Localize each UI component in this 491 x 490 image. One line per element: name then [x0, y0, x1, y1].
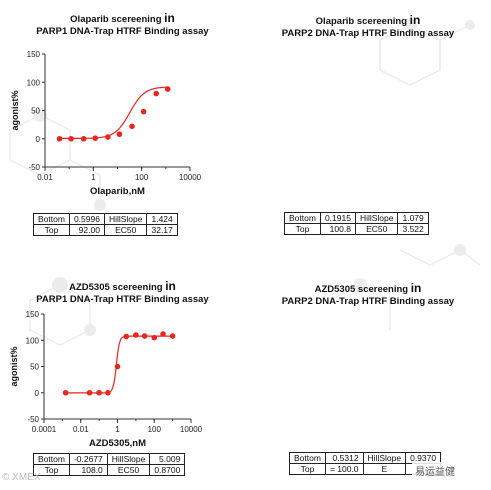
x-tick-label: 0.0001: [32, 425, 57, 434]
param-label: E: [362, 463, 407, 475]
chart-title-in: in: [165, 279, 176, 293]
chart-subtitle: PARP1 DNA-Trap HTRF Binding assay: [36, 294, 209, 305]
params-row: Bottom 0.5312 HillSlope 0.9370: [289, 452, 442, 464]
chart-subtitle: PARP1 DNA-Trap HTRF Binding assay: [36, 26, 209, 37]
y-tick-label: 0: [36, 135, 41, 144]
data-point: [96, 389, 102, 396]
param-value: 5.009: [149, 453, 186, 465]
param-value: 0.8700: [149, 464, 186, 476]
param-label: EC50: [106, 464, 151, 476]
fit-parameters-table: Bottom -0.2677 HillSlope 5.009 Top 108.0…: [33, 453, 186, 476]
dose-response-chart-parp2-azd5305: -500501001500.011100100001000000AZD5305,…: [245, 0, 491, 455]
chart-title-in: in: [164, 11, 175, 25]
chart-subtitle: PARP2 DNA-Trap HTRF Binding assay: [281, 296, 455, 307]
data-point: [129, 123, 135, 130]
chart-title-text: AZD5305 scereening: [69, 282, 166, 293]
param-label: HillSlope: [362, 452, 407, 464]
y-tick-label: 0: [35, 389, 40, 398]
data-point: [105, 134, 111, 140]
chart-title-text: Olaparib scereening: [315, 16, 410, 27]
x-tick-label: 10000: [179, 173, 202, 182]
param-label: Top: [33, 464, 70, 476]
data-point: [153, 90, 160, 97]
param-value: 100.8: [319, 223, 356, 235]
x-tick-label: 1: [91, 173, 96, 182]
fit-parameters-table: Bottom 0.1915 HillSlope 1.079 Top 100.8 …: [284, 212, 429, 235]
watermark-right: 易运益健: [412, 462, 458, 479]
data-point: [62, 389, 69, 396]
data-point: [86, 389, 93, 396]
x-tick-label: 100: [148, 425, 162, 434]
chart-title-text: AZD5305 scereening: [314, 284, 411, 295]
data-point: [116, 131, 123, 138]
param-value: -0.2677: [68, 453, 108, 465]
data-point: [133, 332, 139, 338]
data-point: [68, 135, 74, 142]
fit-curve: [59, 86, 168, 139]
param-label: HillSlope: [106, 453, 151, 465]
data-point: [164, 86, 171, 92]
x-axis-label: Olaparib,nM: [90, 186, 145, 197]
x-tick-label: 100: [135, 173, 149, 182]
chart-title: Olaparib scereening in PARP1 DNA-Trap HT…: [0, 12, 245, 38]
x-tick-label: 10000: [180, 425, 203, 434]
y-axis-label: agonist%: [10, 90, 20, 130]
dose-response-chart-parp1-olaparib: -50 0 50 100 150 0.01 1 100 10000 Olaparib,nM agon…: [10, 50, 202, 197]
chart-title-in: in: [409, 13, 421, 27]
param-value: 92.00: [68, 224, 105, 236]
fit-parameters-table: Bottom 0.5312 HillSlope 0.9370 Top = 100…: [289, 452, 442, 475]
y-tick-label: 50: [31, 107, 40, 116]
params-row: Bottom 0.1915 HillSlope 1.079: [284, 212, 429, 224]
param-value: = 100.0: [324, 463, 364, 475]
data-point: [56, 135, 63, 142]
chart-title-text: Olaparib scereening: [70, 14, 165, 25]
chart-title: Olaparib scereening in PARP2 DNA-Trap HT…: [245, 14, 491, 40]
y-tick-label: 100: [26, 336, 40, 345]
param-value: 0.5312: [324, 452, 364, 464]
params-row: Top 100.8 EC50 3.522: [284, 223, 429, 235]
data-point: [151, 334, 158, 341]
chart-title-in: in: [410, 281, 422, 295]
data-point: [114, 363, 121, 370]
fit-parameters-table: Bottom 0.5996 HillSlope 1.424 Top 92.00 …: [33, 213, 178, 236]
watermark-left: © XMEX: [2, 472, 41, 483]
y-tick-label: 50: [30, 363, 39, 372]
param-value: 3.522: [397, 223, 429, 235]
dose-response-chart-parp1-azd5305: -50 0 50 100 150 0.0001 0.01 1 100 10000 AZD5305,n…: [9, 310, 203, 449]
chart-title: AZD5305 scereening in PARP1 DNA-Trap HTR…: [0, 280, 245, 306]
y-tick-label: -50: [27, 415, 39, 424]
params-row: Top 92.00 EC50 32.17: [33, 224, 178, 236]
data-point: [123, 333, 130, 340]
params-row: Top 108.0 EC50 0.8700: [33, 464, 186, 476]
chart-title: AZD5305 scereening in PARP2 DNA-Trap HTR…: [245, 282, 491, 308]
y-axis-label: agonist%: [9, 346, 19, 386]
data-point: [80, 135, 87, 142]
param-value: 108.0: [68, 464, 108, 476]
param-label: Bottom: [33, 453, 70, 465]
params-row: Bottom -0.2677 HillSlope 5.009: [33, 453, 186, 465]
chart-subtitle: PARP2 DNA-Trap HTRF Binding assay: [281, 28, 455, 39]
x-tick-label: 0.01: [73, 425, 89, 434]
param-label: EC50: [103, 224, 148, 236]
data-point: [92, 135, 99, 141]
y-tick-label: 100: [27, 78, 41, 87]
data-point: [160, 331, 166, 337]
param-label: Bottom: [289, 452, 326, 464]
y-tick-label: -50: [28, 163, 40, 172]
y-tick-label: 150: [26, 310, 40, 319]
param-value: 0.1915: [319, 212, 356, 224]
data-point: [141, 333, 148, 339]
param-value: 32.17: [146, 224, 178, 236]
param-label: Top: [289, 463, 326, 475]
y-tick-label: 150: [27, 50, 41, 59]
data-point: [105, 389, 111, 396]
x-axis-label: AZD5305,nM: [89, 438, 146, 449]
x-tick-label: 1: [115, 425, 120, 434]
x-tick-label: 0.01: [37, 173, 53, 182]
data-point: [140, 108, 147, 115]
data-point: [169, 333, 176, 339]
